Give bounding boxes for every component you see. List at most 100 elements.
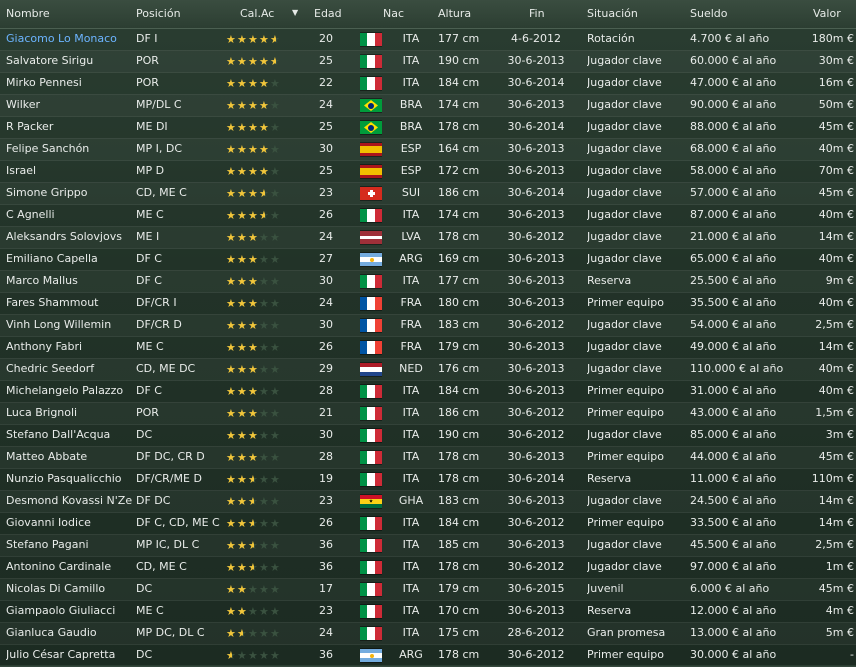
rating-star-icon: ★★: [270, 98, 280, 112]
player-name[interactable]: Giacomo Lo Monaco: [6, 32, 117, 45]
table-row[interactable]: Vinh Long Willemin DF/CR D 30 FRA 183 cm 30-6…: [0, 314, 856, 337]
player-name[interactable]: Nunzio Pasqualicchio: [6, 472, 122, 485]
column-header-age[interactable]: Edad: [314, 7, 342, 20]
table-row[interactable]: Anthony Fabri ME C 26 FRA 179 cm 30-6-2013 Jug…: [0, 336, 856, 359]
player-nationality: BRA: [399, 98, 423, 111]
column-header-situation[interactable]: Situación: [587, 7, 638, 20]
player-name[interactable]: Chedric Seedorf: [6, 362, 95, 375]
table-row[interactable]: Stefano Pagani MP IC, DL C 36 ITA 185 cm 30-6…: [0, 534, 856, 557]
player-height: 164 cm: [438, 142, 480, 155]
table-row[interactable]: Simone Grippo CD, ME C 23 SUI 186 cm 30-6-201…: [0, 182, 856, 205]
player-name[interactable]: Antonino Cardinale: [6, 560, 112, 573]
player-name[interactable]: Vinh Long Willemin: [6, 318, 112, 331]
player-rating-stars: ★★★★★★★★★★: [226, 490, 288, 512]
table-row[interactable]: Julio César Capretta DC 36 ARG 178 cm 30-6-20…: [0, 644, 856, 667]
player-name[interactable]: Desmond Kovassi N'Ze: [6, 494, 133, 507]
player-height: 186 cm: [438, 186, 480, 199]
player-position: DF/CR I: [136, 296, 177, 309]
player-name[interactable]: Aleksandrs Solovjovs: [6, 230, 122, 243]
player-name[interactable]: C Agnelli: [6, 208, 55, 221]
player-name[interactable]: Michelangelo Palazzo: [6, 384, 124, 397]
column-header-name[interactable]: Nombre: [6, 7, 50, 20]
rating-star-icon: ★★: [248, 186, 258, 200]
rating-star-icon: ★★: [270, 318, 280, 332]
table-row[interactable]: Salvatore Sirigu POR 25 ITA 190 cm 30-6-2013 J…: [0, 50, 856, 73]
sort-descending-icon[interactable]: ▼: [292, 8, 299, 17]
player-age: 25: [319, 164, 333, 177]
player-nationality: NED: [399, 362, 423, 375]
player-name[interactable]: Giampaolo Giuliacci: [6, 604, 116, 617]
player-name[interactable]: Anthony Fabri: [6, 340, 83, 353]
column-header-height[interactable]: Altura: [438, 7, 472, 20]
player-name[interactable]: Stefano Dall'Acqua: [6, 428, 111, 441]
rating-star-icon: ★★: [226, 186, 236, 200]
table-row[interactable]: Stefano Dall'Acqua DC 30 ITA 190 cm 30-6-2012…: [0, 424, 856, 447]
player-value: 50m €: [818, 98, 854, 111]
table-row[interactable]: Mirko Pennesi POR 22 ITA 184 cm 30-6-2014 Juga…: [0, 72, 856, 95]
player-name[interactable]: Simone Grippo: [6, 186, 88, 199]
player-name[interactable]: Marco Mallus: [6, 274, 78, 287]
player-height: 177 cm: [438, 32, 480, 45]
player-situation: Jugador clave: [587, 76, 662, 89]
table-row[interactable]: Emiliano Capella DF C 27 ARG 169 cm 30-6-2013…: [0, 248, 856, 271]
table-row[interactable]: Wilker MP/DL C 24 BRA 174 cm 30-6-2013 Jugador…: [0, 94, 856, 117]
player-name[interactable]: Giovanni Iodice: [6, 516, 91, 529]
player-name[interactable]: Emiliano Capella: [6, 252, 98, 265]
player-name[interactable]: R Packer: [6, 120, 54, 133]
player-name[interactable]: Gianluca Gaudio: [6, 626, 97, 639]
player-name[interactable]: Stefano Pagani: [6, 538, 89, 551]
player-name[interactable]: Wilker: [6, 98, 41, 111]
column-header-value[interactable]: Valor: [813, 7, 841, 20]
player-name[interactable]: Julio César Capretta: [6, 648, 116, 661]
player-height: 184 cm: [438, 76, 480, 89]
column-header-rating[interactable]: Cal.Ac: [240, 7, 275, 20]
rating-star-icon: ★★: [259, 296, 269, 310]
table-row[interactable]: Marco Mallus DF C 30 ITA 177 cm 30-6-2013 Rese…: [0, 270, 856, 293]
column-header-contract-end[interactable]: Fin: [529, 7, 545, 20]
player-name[interactable]: Israel: [6, 164, 37, 177]
table-row[interactable]: Israel MP D 25 ESP 172 cm 30-6-2013 Jugador cl…: [0, 160, 856, 183]
player-name[interactable]: Salvatore Sirigu: [6, 54, 94, 67]
table-row[interactable]: Giovanni Iodice DF C, CD, ME C 26 ITA 184 cm…: [0, 512, 856, 535]
player-nationality: ITA: [402, 538, 420, 551]
player-wage: 25.500 € al año: [690, 274, 777, 287]
contract-end: 4-6-2012: [511, 32, 561, 45]
flag-ita-icon: [360, 429, 382, 442]
player-name[interactable]: Nicolas Di Camillo: [6, 582, 106, 595]
table-row[interactable]: Michelangelo Palazzo DF C 28 ITA 184 cm 30-6-…: [0, 380, 856, 403]
player-wage: 13.000 € al año: [690, 626, 777, 639]
nationality-flag: [360, 534, 382, 556]
table-row[interactable]: Giampaolo Giuliacci ME C 23 ITA 170 cm 30-6-2…: [0, 600, 856, 623]
table-row[interactable]: Nicolas Di Camillo DC 17 ITA 179 cm 30-6-2015…: [0, 578, 856, 601]
player-rating-stars: ★★★★★★★★★★: [226, 446, 288, 468]
rating-star-icon: ★★: [248, 120, 258, 134]
player-name[interactable]: Felipe Sanchón: [6, 142, 90, 155]
player-nationality: ITA: [402, 274, 420, 287]
table-row[interactable]: R Packer ME DI 25 BRA 178 cm 30-6-2014 Jugador…: [0, 116, 856, 139]
table-row[interactable]: Chedric Seedorf CD, ME DC 29 NED 176 cm 30-6-…: [0, 358, 856, 381]
player-wage: 90.000 € al año: [690, 98, 777, 111]
player-name[interactable]: Fares Shammout: [6, 296, 99, 309]
player-name[interactable]: Mirko Pennesi: [6, 76, 82, 89]
table-row[interactable]: Gianluca Gaudio MP DC, DL C 24 ITA 175 cm 28-…: [0, 622, 856, 645]
player-situation: Jugador clave: [587, 186, 662, 199]
table-row[interactable]: Matteo Abbate DF DC, CR D 28 ITA 178 cm 30-6-…: [0, 446, 856, 469]
table-row[interactable]: C Agnelli ME C 26 ITA 174 cm 30-6-2013 Jugador…: [0, 204, 856, 227]
column-header-nationality[interactable]: Nac: [383, 7, 405, 20]
rating-star-icon: ★★: [259, 252, 269, 266]
table-row[interactable]: Luca Brignoli POR 21 ITA 186 cm 30-6-2012 Prim…: [0, 402, 856, 425]
player-name[interactable]: Luca Brignoli: [6, 406, 78, 419]
table-row[interactable]: Giacomo Lo Monaco DF I 20 ITA 177 cm 4-6-2012…: [0, 28, 856, 51]
table-row[interactable]: Antonino Cardinale CD, ME C 36 ITA 178 cm 30-…: [0, 556, 856, 579]
table-row[interactable]: Fares Shammout DF/CR I 24 FRA 180 cm 30-6-201…: [0, 292, 856, 315]
player-name[interactable]: Matteo Abbate: [6, 450, 88, 463]
column-header-position[interactable]: Posición: [136, 7, 181, 20]
player-height: 177 cm: [438, 274, 480, 287]
table-row[interactable]: Aleksandrs Solovjovs ME I 24 LVA 178 cm 30-6-…: [0, 226, 856, 249]
player-rating-stars: ★★★★★★★★★★: [226, 402, 288, 424]
column-header-wage[interactable]: Sueldo: [690, 7, 728, 20]
table-row[interactable]: Felipe Sanchón MP I, DC 30 ESP 164 cm 30-6-20…: [0, 138, 856, 161]
nationality-flag: [360, 446, 382, 468]
table-row[interactable]: Desmond Kovassi N'Ze DF DC 23 GHA 183 cm 30-6…: [0, 490, 856, 513]
table-row[interactable]: Nunzio Pasqualicchio DF/CR/ME D 19 ITA 178 c…: [0, 468, 856, 491]
